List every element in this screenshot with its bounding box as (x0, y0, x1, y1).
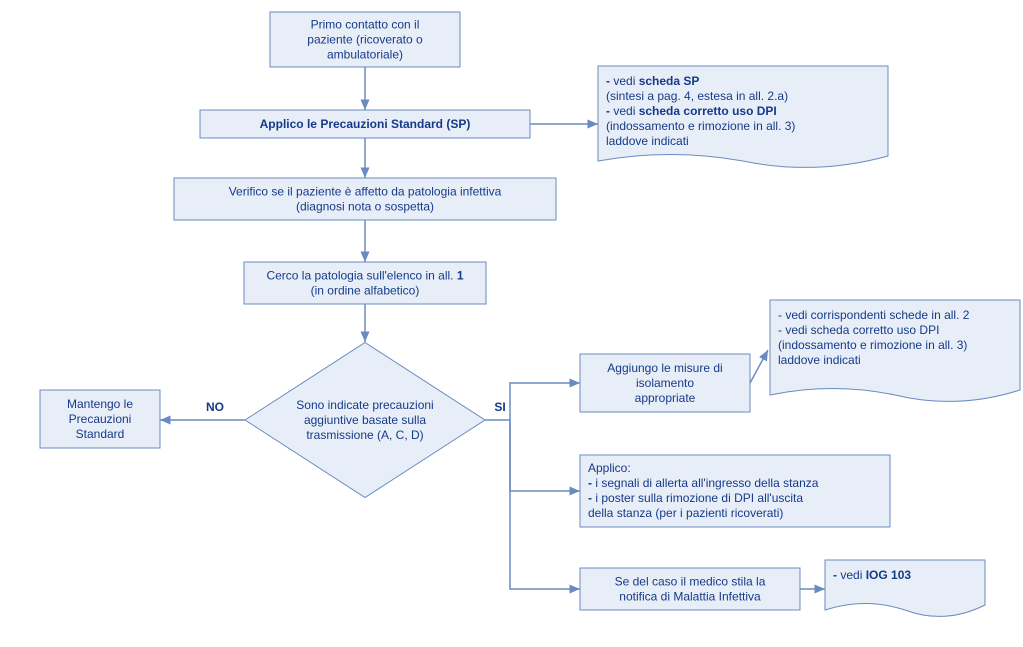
svg-text:paziente (ricoverato o: paziente (ricoverato o (307, 33, 423, 47)
svg-text:(diagnosi nota o sospetta): (diagnosi nota o sospetta) (296, 200, 434, 214)
edge-label-6: SI (494, 400, 505, 414)
svg-text:Aggiungo le misure di: Aggiungo le misure di (607, 361, 722, 375)
edge-10 (750, 350, 768, 383)
flowchart-canvas: NO SI Primo contatto con ilpaziente (ricov… (0, 0, 1023, 647)
edge-7 (510, 383, 580, 420)
svg-text:(indossamento e rimozione in a: (indossamento e rimozione in all. 3) (606, 119, 795, 133)
svg-text:- vedi scheda SP: - vedi scheda SP (606, 74, 699, 88)
node-n2: Applico le Precauzioni Standard (SP) (200, 110, 530, 138)
edge-8 (510, 420, 580, 491)
document-doc2: - vedi corrispondenti schede in all. 2- … (770, 300, 1020, 401)
svg-text:Applico le Precauzioni Standar: Applico le Precauzioni Standard (SP) (260, 117, 471, 131)
svg-text:notifica di Malattia Infettiva: notifica di Malattia Infettiva (619, 590, 761, 604)
svg-text:appropriate: appropriate (635, 391, 696, 405)
svg-text:aggiuntive basate sulla: aggiuntive basate sulla (304, 413, 426, 427)
node-n8: Se del caso il medico stila lanotifica d… (580, 568, 800, 610)
document-doc1: - vedi scheda SP(sintesi a pag. 4, estes… (598, 66, 888, 167)
svg-text:Applico:: Applico: (588, 461, 631, 475)
svg-text:Se del caso il medico stila la: Se del caso il medico stila la (615, 575, 766, 589)
svg-text:Mantengo le: Mantengo le (67, 397, 133, 411)
svg-text:- i segnali di allerta all'ing: - i segnali di allerta all'ingresso dell… (588, 476, 819, 490)
svg-text:trasmissione (A, C, D): trasmissione (A, C, D) (306, 428, 423, 442)
svg-text:Sono indicate precauzioni: Sono indicate precauzioni (296, 398, 433, 412)
svg-text:(indossamento e rimozione in a: (indossamento e rimozione in all. 3) (778, 338, 967, 352)
svg-text:Primo contatto con il: Primo contatto con il (311, 18, 420, 32)
edge-label-5: NO (206, 400, 224, 414)
svg-text:ambulatoriale): ambulatoriale) (327, 48, 403, 62)
svg-text:Precauzioni: Precauzioni (69, 412, 132, 426)
edge-9 (510, 420, 580, 589)
svg-text:- i poster sulla rimozione di: - i poster sulla rimozione di DPI all'us… (588, 491, 803, 505)
svg-text:della stanza (per i pazienti r: della stanza (per i pazienti ricoverati) (588, 506, 783, 520)
svg-text:Verifico se il paziente è affe: Verifico se il paziente è affetto da pat… (229, 185, 502, 199)
svg-text:laddove indicati: laddove indicati (778, 353, 861, 367)
svg-text:isolamento: isolamento (636, 376, 694, 390)
node-n1: Primo contatto con ilpaziente (ricoverat… (270, 12, 460, 67)
svg-text:- vedi corrispondenti schede i: - vedi corrispondenti schede in all. 2 (778, 308, 970, 322)
node-n3: Verifico se il paziente è affetto da pat… (174, 178, 556, 220)
svg-text:(sintesi a pag. 4, estesa in a: (sintesi a pag. 4, estesa in all. 2.a) (606, 89, 788, 103)
decision-d1: Sono indicate precauzioniaggiuntive basa… (245, 343, 485, 498)
node-n7: Applico:- i segnali di allerta all'ingre… (580, 455, 890, 527)
svg-text:- vedi IOG 103: - vedi IOG 103 (833, 568, 911, 582)
svg-text:Cerco la patologia sull'elenco: Cerco la patologia sull'elenco in all. 1 (266, 269, 463, 283)
svg-text:- vedi scheda corretto uso DPI: - vedi scheda corretto uso DPI (606, 104, 777, 118)
node-n4: Cerco la patologia sull'elenco in all. 1… (244, 262, 486, 304)
svg-text:- vedi scheda corretto uso DPI: - vedi scheda corretto uso DPI (778, 323, 939, 337)
node-n5: Mantengo lePrecauzioniStandard (40, 390, 160, 448)
svg-text:(in ordine alfabetico): (in ordine alfabetico) (311, 284, 420, 298)
svg-text:Standard: Standard (76, 427, 125, 441)
svg-text:laddove indicati: laddove indicati (606, 134, 689, 148)
node-n6: Aggiungo le misure diisolamentoappropria… (580, 354, 750, 412)
document-doc3: - vedi IOG 103 (825, 560, 985, 616)
